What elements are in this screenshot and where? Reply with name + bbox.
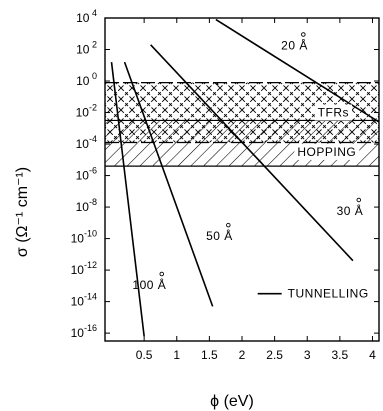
series-label-100A: 100 Å xyxy=(132,277,166,292)
annotations-layer: TFRs HOPPING 20 Å 30 Å 50 Å 100 Å TUNNELLING xyxy=(132,32,369,301)
series-label-50A-ring xyxy=(226,222,231,228)
y-tick-exponent: -10 xyxy=(84,229,97,239)
band-tfrs-label: TFRs xyxy=(318,106,349,120)
x-tick-label: 3 xyxy=(304,348,311,362)
x-tick-label: 2 xyxy=(239,348,246,362)
series-line-30A xyxy=(150,44,354,262)
series-line-100A xyxy=(110,62,145,337)
band-hopping-label-bg xyxy=(294,143,360,160)
y-tick-label: 10-4 xyxy=(76,134,97,151)
y-tick-label: 10-16 xyxy=(71,323,97,340)
series-label-100A-ring xyxy=(159,271,165,277)
series-label-30A: 30 Å xyxy=(337,203,364,218)
y-tick-label: 10 4 xyxy=(76,8,97,25)
y-tick-exponent: -8 xyxy=(89,197,97,207)
legend-tunnelling-label: TUNNELLING xyxy=(288,287,369,301)
y-tick-label: 10 0 xyxy=(76,71,97,88)
y-tick-exponent: -2 xyxy=(89,103,97,113)
series-line-50A xyxy=(123,61,214,307)
y-tick-exponent: 0 xyxy=(89,71,97,81)
y-tick-exponent: -16 xyxy=(84,323,97,333)
y-tick-label: 10-6 xyxy=(76,166,97,183)
y-axis-title: σ (Ω⁻¹ cm⁻¹) xyxy=(14,167,31,257)
x-tick-label: 3.5 xyxy=(332,348,349,362)
series-label-50A: 50 Å xyxy=(206,228,233,243)
y-tick-exponent: -14 xyxy=(84,292,97,302)
axes-layer: 10 410 210 010-210-410-610-810-1010-1210… xyxy=(71,8,380,362)
series-label-20A-ring xyxy=(301,32,306,37)
y-tick-label: 10 2 xyxy=(76,40,97,57)
band-tfrs-label-bg xyxy=(314,104,352,121)
y-tick-label: 10-8 xyxy=(76,197,97,214)
series-layer xyxy=(110,18,380,337)
y-tick-label: 10-2 xyxy=(76,103,97,120)
y-tick-exponent: 2 xyxy=(89,40,97,50)
x-tick-label: 0.5 xyxy=(136,348,153,362)
y-tick-exponent: -12 xyxy=(84,260,97,270)
x-tick-label: 1.5 xyxy=(201,348,218,362)
y-tick-label: 10-12 xyxy=(71,260,97,277)
x-tick-label: 4 xyxy=(369,348,376,362)
x-axis-title: ϕ (eV) xyxy=(210,393,254,410)
x-tick-label: 2.5 xyxy=(266,348,283,362)
y-tick-exponent: -4 xyxy=(89,134,97,144)
stray-dot-mark xyxy=(216,82,219,86)
series-label-30A-ring xyxy=(356,197,362,203)
y-tick-exponent: 4 xyxy=(89,8,97,18)
y-tick-label: 10-14 xyxy=(71,292,97,309)
y-tick-label: 10-10 xyxy=(71,229,97,246)
series-label-20A: 20 Å xyxy=(281,38,308,53)
x-tick-label: 1 xyxy=(173,348,180,362)
band-hopping-label: HOPPING xyxy=(297,145,356,159)
y-tick-exponent: -6 xyxy=(89,166,97,176)
